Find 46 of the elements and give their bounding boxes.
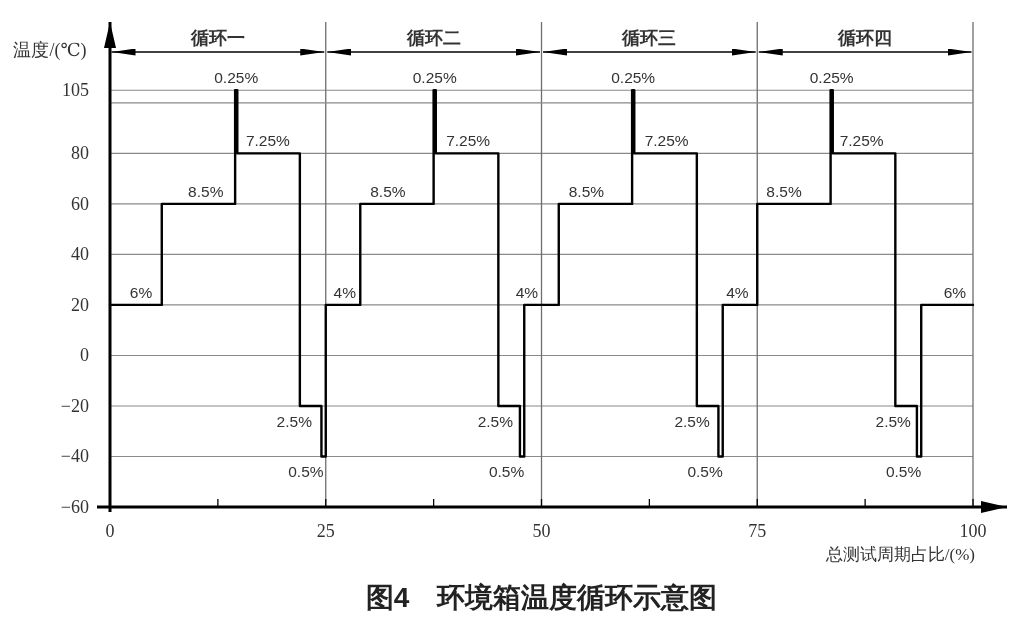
annotation: 8.5% — [766, 182, 802, 200]
annotation: 0.25% — [412, 69, 457, 87]
y-tick-label: −40 — [60, 446, 89, 467]
annotation: 循环一 — [189, 28, 245, 48]
annotation: 0.5% — [687, 463, 723, 481]
x-axis-title: 总测试周期占比/(%) — [824, 545, 975, 564]
annotation: 7.25% — [446, 132, 491, 150]
annotation: 循环三 — [621, 28, 677, 48]
annotation: 8.5% — [188, 182, 224, 200]
x-tick-label: 50 — [532, 521, 551, 541]
y-axis-title: 温度/(℃) — [13, 40, 87, 61]
y-tick-label: 105 — [62, 80, 89, 101]
annotation: 0.5% — [288, 463, 324, 481]
annotation: 8.5% — [568, 182, 605, 200]
annotation: 0.5% — [885, 463, 922, 481]
text: 图4 环境箱温度循环示意图 — [365, 582, 718, 613]
annotation: 7.25% — [245, 132, 291, 150]
x-tick-label: 75 — [748, 521, 767, 541]
annotation: 0.25% — [611, 69, 656, 87]
annotation: 4% — [333, 283, 357, 301]
y-tick-label: −60 — [60, 497, 89, 517]
y-tick-label: 40 — [71, 244, 89, 265]
annotation: 0.25% — [214, 69, 259, 87]
y-tick-label: 60 — [71, 193, 89, 214]
annotation: 6% — [943, 283, 967, 301]
y-tick-label: −20 — [60, 395, 89, 416]
annotation: 8.5% — [370, 182, 406, 200]
x-tick-label: 25 — [316, 521, 335, 541]
x-tick-label: 0 — [105, 521, 115, 541]
annotation: 4% — [726, 283, 749, 301]
y-tick-label: 80 — [71, 143, 89, 164]
annotation: 2.5% — [674, 412, 710, 430]
annotation: 7.25% — [644, 132, 689, 150]
annotation: 7.25% — [839, 132, 884, 150]
annotation: 0.25% — [809, 69, 854, 87]
annotation: 2.5% — [875, 412, 912, 430]
x-tick-label: 100 — [959, 521, 987, 541]
annotation: 循环四 — [837, 28, 893, 48]
annotation: 4% — [515, 283, 539, 301]
annotation: 6% — [129, 283, 153, 301]
y-tick-label: 0 — [80, 345, 89, 366]
y-tick-label: 20 — [71, 294, 89, 315]
annotation: 循环二 — [405, 28, 461, 48]
annotation: 2.5% — [276, 412, 313, 430]
annotation: 2.5% — [477, 412, 514, 430]
annotation: 0.5% — [488, 463, 525, 481]
